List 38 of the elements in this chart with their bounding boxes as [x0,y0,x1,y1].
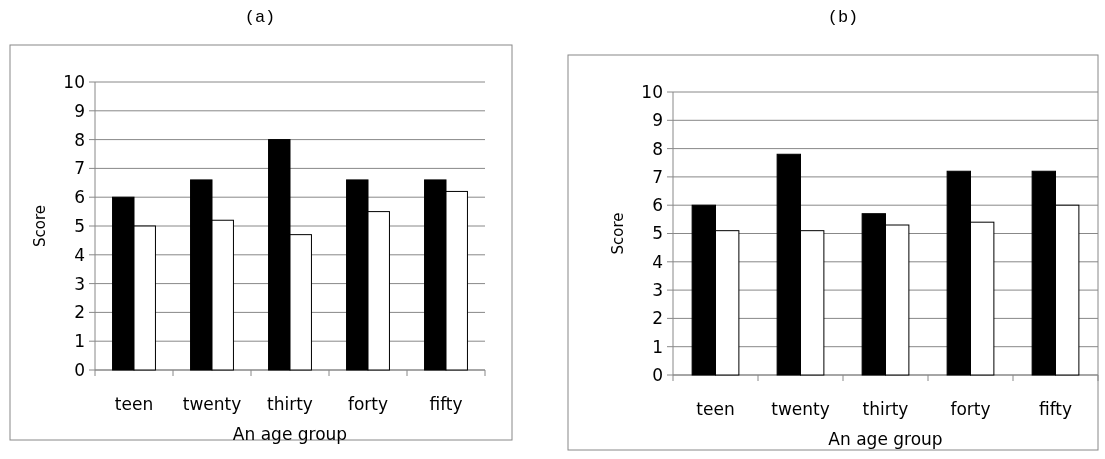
y-tick-label: 9 [652,110,663,131]
y-tick-label: 6 [74,187,85,208]
x-tick-label: twenty [182,394,242,414]
y-tick-label: 10 [63,71,85,92]
y-tick-label: 2 [74,302,85,323]
x-axis-title: An age group [232,424,348,444]
y-tick-label: 5 [652,223,663,244]
y-axis-title: Score [609,212,627,255]
y-tick-label: 6 [652,195,663,216]
x-tick-label: forty [347,394,389,414]
y-tick-label: 2 [652,308,663,329]
x-tick-label: thirty [267,394,313,414]
y-tick-label: 5 [74,215,85,236]
x-tick-label: twenty [771,399,830,419]
y-tick-label: 8 [74,129,85,150]
x-axis-title: An age group [828,429,943,449]
y-tick-label: 0 [652,364,663,385]
x-tick-label: thirty [862,399,909,419]
y-tick-label: 7 [652,166,663,187]
y-axis-title: Score [31,204,49,248]
y-tick-label: 9 [74,100,85,121]
x-tick-label: forty [950,399,991,419]
x-tick-label: fifty [429,394,463,414]
chart-title: (a) [244,8,276,27]
y-tick-label: 4 [652,251,663,272]
y-tick-label: 0 [74,359,85,380]
y-tick-label: 10 [641,81,663,102]
y-tick-label: 3 [74,273,85,294]
chart-title: (b) [827,8,859,27]
x-tick-label: fifty [1038,399,1073,419]
x-tick-label: teen [114,394,154,414]
y-tick-label: 7 [74,158,85,179]
y-tick-label: 1 [652,336,663,357]
y-tick-label: 1 [74,331,85,352]
y-tick-label: 3 [652,280,663,301]
x-tick-label: teen [696,399,735,419]
y-tick-label: 4 [74,244,85,265]
y-tick-label: 8 [652,138,663,159]
